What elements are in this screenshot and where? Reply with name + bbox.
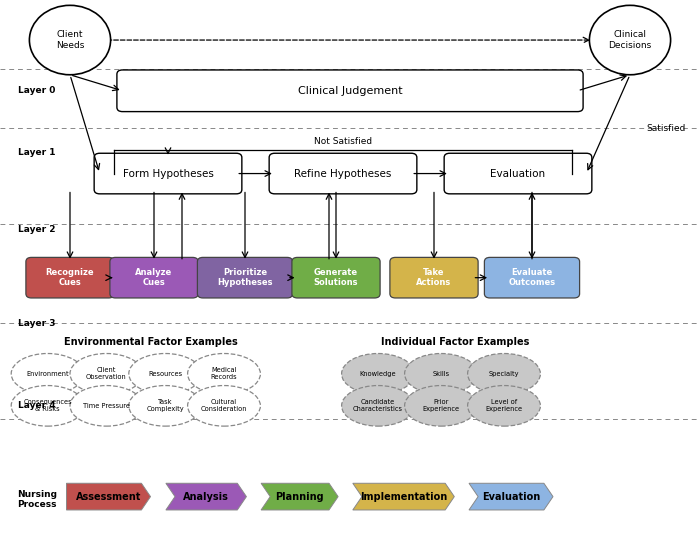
Text: Evaluation: Evaluation [491, 169, 545, 178]
Ellipse shape [129, 386, 202, 426]
Text: Resources: Resources [148, 371, 182, 377]
Text: Assessment: Assessment [76, 492, 141, 501]
Text: Prioritize
Hypotheses: Prioritize Hypotheses [217, 268, 273, 287]
Text: Specialty: Specialty [489, 371, 519, 377]
Text: Nursing
Process: Nursing Process [18, 490, 57, 509]
Ellipse shape [11, 386, 84, 426]
Text: Evaluate
Outcomes: Evaluate Outcomes [508, 268, 556, 287]
Text: Clinical
Decisions: Clinical Decisions [608, 30, 652, 50]
Text: Not Satisfied: Not Satisfied [314, 137, 372, 146]
Polygon shape [469, 483, 553, 510]
Text: Prior
Experience: Prior Experience [422, 399, 460, 412]
Ellipse shape [70, 354, 143, 394]
Text: Level of
Experience: Level of Experience [485, 399, 523, 412]
FancyBboxPatch shape [444, 153, 592, 194]
Text: Candidate
Characteristics: Candidate Characteristics [353, 399, 403, 412]
Ellipse shape [342, 354, 414, 394]
Ellipse shape [70, 386, 143, 426]
Ellipse shape [29, 5, 111, 75]
Ellipse shape [405, 354, 477, 394]
Text: Skills: Skills [433, 371, 449, 377]
Ellipse shape [468, 386, 540, 426]
Text: Layer 0: Layer 0 [18, 87, 55, 95]
Ellipse shape [11, 354, 84, 394]
Text: Recognize
Cues: Recognize Cues [46, 268, 94, 287]
Ellipse shape [405, 386, 477, 426]
Ellipse shape [129, 354, 202, 394]
Text: Layer 3: Layer 3 [18, 319, 55, 327]
Text: Generate
Solutions: Generate Solutions [314, 268, 358, 287]
Polygon shape [166, 483, 246, 510]
FancyBboxPatch shape [484, 257, 580, 298]
Text: Layer 1: Layer 1 [18, 148, 55, 156]
Text: Form Hypotheses: Form Hypotheses [122, 169, 214, 178]
Text: Environmental Factor Examples: Environmental Factor Examples [64, 337, 237, 347]
Ellipse shape [468, 354, 540, 394]
Text: Implementation: Implementation [360, 492, 447, 501]
Polygon shape [261, 483, 338, 510]
Text: Consequences
& Risks: Consequences & Risks [23, 399, 72, 412]
FancyBboxPatch shape [197, 257, 293, 298]
Text: Analyze
Cues: Analyze Cues [135, 268, 173, 287]
Text: Layer 2: Layer 2 [18, 225, 55, 234]
FancyBboxPatch shape [110, 257, 198, 298]
Polygon shape [353, 483, 454, 510]
Text: Evaluation: Evaluation [482, 492, 540, 501]
Ellipse shape [188, 354, 260, 394]
FancyBboxPatch shape [390, 257, 478, 298]
Text: Layer 4: Layer 4 [18, 402, 55, 410]
Text: Satisfied: Satisfied [647, 124, 686, 132]
FancyBboxPatch shape [26, 257, 114, 298]
Text: Time Pressure: Time Pressure [83, 403, 130, 409]
Text: Environment: Environment [27, 371, 69, 377]
Text: Task
Complexity: Task Complexity [146, 399, 184, 412]
Text: Knowledge: Knowledge [360, 371, 396, 377]
Ellipse shape [589, 5, 671, 75]
Text: Medical
Records: Medical Records [211, 367, 237, 380]
FancyBboxPatch shape [117, 70, 583, 112]
Text: Planning: Planning [275, 492, 324, 501]
Text: Cultural
Consideration: Cultural Consideration [201, 399, 247, 412]
Text: Client
Observation: Client Observation [86, 367, 127, 380]
Polygon shape [66, 483, 150, 510]
Text: Analysis: Analysis [183, 492, 229, 501]
FancyBboxPatch shape [94, 153, 242, 194]
FancyBboxPatch shape [269, 153, 416, 194]
Text: Clinical Judgement: Clinical Judgement [298, 86, 402, 96]
Ellipse shape [342, 386, 414, 426]
Text: Refine Hypotheses: Refine Hypotheses [294, 169, 392, 178]
FancyBboxPatch shape [292, 257, 380, 298]
Text: Client
Needs: Client Needs [56, 30, 84, 50]
Ellipse shape [188, 386, 260, 426]
Text: Individual Factor Examples: Individual Factor Examples [381, 337, 529, 347]
Text: Take
Actions: Take Actions [416, 268, 452, 287]
